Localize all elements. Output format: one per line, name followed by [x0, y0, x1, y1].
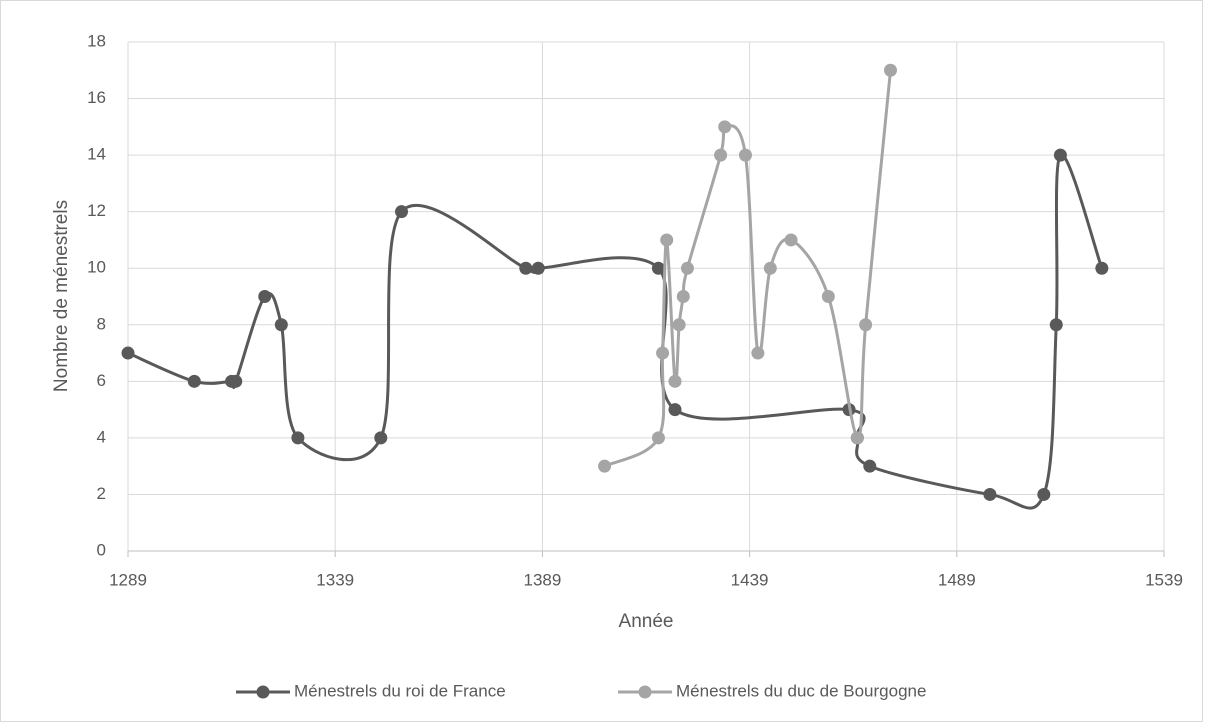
data-point [718, 120, 732, 134]
x-tick-label: 1389 [523, 570, 561, 589]
data-point [668, 374, 682, 388]
data-point [983, 487, 997, 501]
data-point [1049, 318, 1063, 332]
legend-label: Ménestrels du duc de Bourgogne [676, 681, 926, 700]
x-tick-label: 1439 [731, 570, 769, 589]
data-point [751, 346, 765, 360]
data-point [519, 261, 533, 275]
data-point [821, 290, 835, 303]
data-point [651, 261, 665, 275]
y-tick-label: 14 [87, 145, 106, 164]
data-point [258, 290, 272, 303]
data-point [784, 233, 798, 247]
data-point [883, 63, 897, 77]
data-point [859, 318, 873, 332]
legend-label: Ménestrels du roi de France [294, 681, 506, 700]
data-point [187, 374, 201, 388]
y-tick-label: 6 [97, 371, 106, 390]
y-tick-label: 12 [87, 201, 106, 220]
data-point [395, 205, 409, 219]
legend-marker [256, 685, 270, 699]
y-tick-label: 10 [87, 258, 106, 277]
y-tick-label: 18 [87, 31, 106, 50]
data-point [229, 374, 243, 388]
data-point [676, 290, 690, 303]
data-point [660, 233, 674, 247]
x-tick-label: 1489 [938, 570, 976, 589]
data-point [1053, 148, 1067, 162]
y-tick-label: 8 [97, 314, 106, 333]
y-tick-label: 4 [97, 427, 106, 446]
x-axis-title: Année [619, 611, 674, 632]
data-point [1037, 487, 1051, 501]
data-point [291, 431, 305, 445]
data-point [763, 261, 777, 275]
y-tick-label: 0 [97, 540, 106, 559]
data-point [121, 346, 135, 360]
legend-marker [638, 685, 652, 699]
data-point [680, 261, 694, 275]
y-tick-label: 16 [87, 88, 106, 107]
data-point [850, 431, 864, 445]
data-point [668, 403, 682, 417]
y-axis-title: Nombre de ménestrels [51, 200, 72, 392]
data-point [374, 431, 388, 445]
data-point [598, 459, 612, 473]
x-tick-label: 1539 [1145, 570, 1183, 589]
y-tick-label: 2 [97, 484, 106, 503]
data-point [863, 459, 877, 473]
data-point [274, 318, 288, 332]
data-point [651, 431, 665, 445]
data-point [1095, 261, 1109, 275]
x-tick-label: 1289 [109, 570, 147, 589]
data-point [672, 318, 686, 332]
data-point [531, 261, 545, 275]
data-point [738, 148, 752, 162]
data-point [714, 148, 728, 162]
x-tick-label: 1339 [316, 570, 354, 589]
data-point [656, 346, 670, 360]
